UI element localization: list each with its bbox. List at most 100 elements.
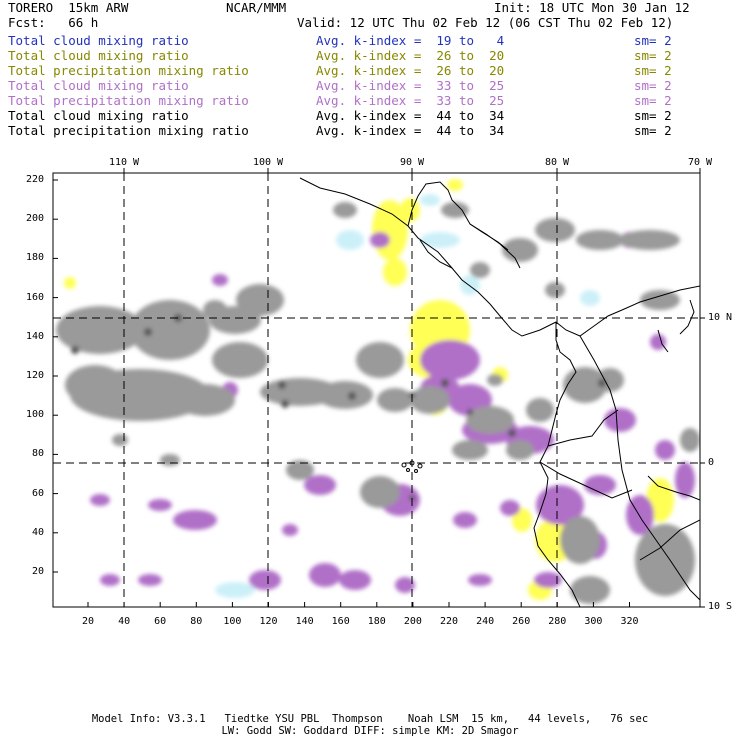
gray-field — [570, 576, 610, 604]
gray-field — [640, 290, 680, 310]
gray-field — [545, 282, 565, 298]
y-tick-label: 160 — [25, 291, 44, 303]
gray-field — [160, 454, 180, 466]
gray-field — [175, 384, 235, 416]
gray-field — [563, 367, 607, 403]
dark-core-field — [281, 400, 289, 408]
gray-field — [487, 374, 503, 386]
magenta-field — [212, 274, 228, 286]
gray-field — [112, 434, 128, 446]
gray-field — [560, 516, 600, 564]
magenta-field — [282, 524, 298, 536]
x-tick-label: 20 — [81, 616, 95, 627]
x-tick-label: 100 — [223, 616, 242, 627]
gray-field — [466, 406, 514, 434]
light-blue-field — [580, 290, 600, 306]
gray-field — [377, 388, 413, 412]
magenta-field — [90, 494, 110, 506]
magenta-field — [304, 475, 336, 495]
yellow-field — [447, 179, 463, 191]
x-tick-label: 160 — [331, 616, 350, 627]
magenta-field — [468, 574, 492, 586]
gray-field — [410, 386, 450, 414]
x-tick-label: 120 — [259, 616, 278, 627]
x-tick-label: 200 — [403, 616, 422, 627]
magenta-field — [309, 563, 341, 587]
center-label: NCAR/MMM — [226, 0, 287, 15]
field-name: Total precipitation mixing ratio — [8, 123, 249, 138]
magenta-field — [534, 572, 562, 588]
lat-lon-grid — [53, 173, 700, 607]
x-tick-label: 280 — [548, 616, 567, 627]
field-kindex: Avg. k-index = 44 to 34 — [316, 108, 505, 123]
field-name: Total cloud mixing ratio — [8, 78, 189, 93]
gray-field — [470, 262, 490, 278]
lon-label: 70 W — [687, 157, 713, 168]
gray-field — [576, 230, 624, 250]
lon-label: 80 W — [544, 157, 570, 168]
field-name: Total precipitation mixing ratio — [8, 93, 249, 108]
forecast-hour: Fcst: 66 h — [8, 15, 99, 30]
model-info-line2: LW: Godd SW: Goddard DIFF: simple KM: 2D… — [221, 725, 519, 737]
gray-field — [535, 218, 575, 242]
yellow-field — [383, 258, 407, 286]
field-kindex: Avg. k-index = 33 to 25 — [316, 78, 505, 93]
x-tick-label: 320 — [620, 616, 639, 627]
magenta-field — [173, 510, 217, 530]
lat-label: 0 — [708, 457, 715, 468]
magenta-field — [420, 340, 480, 380]
lat-label: 10 S — [708, 601, 733, 612]
dark-core-field — [144, 328, 152, 336]
y-tick-label: 100 — [25, 409, 44, 421]
gray-field — [286, 460, 314, 480]
y-tick-label: 40 — [31, 526, 44, 538]
magenta-field — [655, 440, 675, 460]
x-tick-label: 40 — [118, 616, 131, 627]
field-sm: sm= 2 — [634, 48, 672, 63]
gray-field — [635, 524, 695, 596]
field-name: Total cloud mixing ratio — [8, 108, 189, 123]
gray-field — [65, 365, 125, 405]
magenta-field — [148, 499, 172, 511]
gray-field — [526, 398, 554, 422]
magenta-field — [500, 500, 520, 516]
x-tick-label: 220 — [439, 616, 459, 627]
gray-field — [317, 381, 373, 409]
y-tick-label: 80 — [31, 448, 44, 460]
y-tick-label: 60 — [31, 487, 44, 499]
dark-core-field — [278, 381, 286, 389]
light-blue-field — [460, 275, 480, 295]
dark-core-field — [508, 429, 516, 437]
field-name: Total precipitation mixing ratio — [8, 63, 249, 78]
dark-core-field — [441, 379, 449, 387]
y-tick-label: 220 — [25, 174, 44, 185]
gray-field — [333, 202, 357, 218]
gray-field — [203, 300, 227, 320]
model-info-line1: Model Info: V3.3.1 Tiedtke YSU PBL Thomp… — [91, 713, 649, 725]
lon-label: 110 W — [108, 157, 140, 168]
dark-core-field — [71, 346, 79, 354]
field-sm: sm= 2 — [634, 108, 672, 123]
magenta-field — [395, 577, 415, 593]
x-tick-label: 240 — [476, 616, 495, 627]
magenta-field — [675, 462, 695, 498]
magenta-field — [650, 334, 666, 350]
y-tick-label: 140 — [25, 330, 44, 342]
field-kindex: Avg. k-index = 26 to 20 — [316, 63, 505, 78]
y-tick-label: 180 — [25, 252, 44, 264]
magenta-field — [249, 570, 281, 590]
x-tick-label: 260 — [512, 616, 531, 627]
y-tick-label: 200 — [25, 213, 44, 225]
model-title: TORERO 15km ARW — [8, 0, 129, 15]
yellow-field — [512, 508, 532, 532]
lon-label: 100 W — [252, 157, 284, 168]
dark-core-field — [467, 409, 473, 415]
x-tick-label: 300 — [584, 616, 603, 627]
gray-field — [212, 342, 268, 378]
field-sm: sm= 2 — [634, 63, 672, 78]
gray-field — [441, 202, 469, 218]
magenta-field — [584, 475, 616, 495]
field-kindex: Avg. k-index = 26 to 20 — [316, 48, 505, 63]
field-name: Total cloud mixing ratio — [8, 48, 189, 63]
